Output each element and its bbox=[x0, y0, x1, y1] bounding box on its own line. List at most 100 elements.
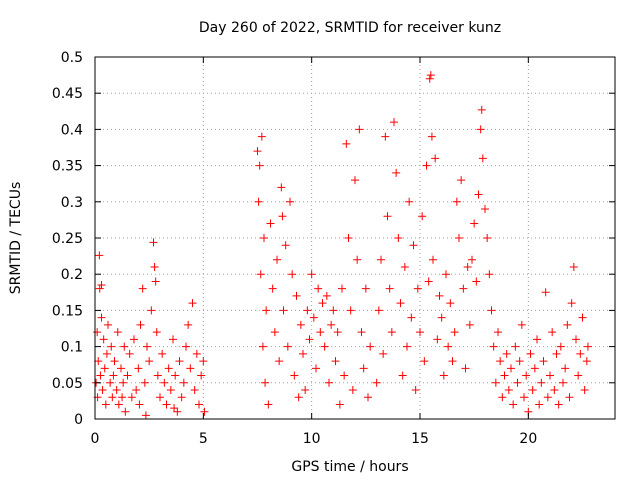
data-point bbox=[171, 371, 180, 380]
data-point bbox=[335, 400, 344, 409]
data-point bbox=[487, 306, 496, 315]
data-point bbox=[331, 357, 340, 366]
data-point bbox=[407, 313, 416, 322]
axis-ticks bbox=[94, 56, 615, 420]
data-point bbox=[95, 284, 104, 293]
data-point bbox=[463, 262, 472, 271]
data-point bbox=[108, 393, 117, 402]
data-point bbox=[253, 147, 262, 156]
data-point bbox=[556, 342, 565, 351]
data-point bbox=[281, 241, 290, 250]
data-point bbox=[539, 357, 548, 366]
data-point bbox=[548, 328, 557, 337]
data-point bbox=[424, 277, 433, 286]
y-tick-label: 0.2 bbox=[61, 267, 83, 283]
data-point bbox=[99, 335, 108, 344]
data-point bbox=[426, 71, 435, 80]
data-point bbox=[359, 364, 368, 373]
y-tick-label: 0.3 bbox=[61, 195, 83, 211]
data-point bbox=[270, 328, 279, 337]
data-point bbox=[107, 342, 116, 351]
x-tick-label: 15 bbox=[411, 431, 429, 447]
data-point bbox=[102, 349, 111, 358]
data-point bbox=[569, 262, 578, 271]
grid bbox=[95, 57, 615, 419]
data-point bbox=[496, 357, 505, 366]
data-point bbox=[361, 284, 370, 293]
data-point bbox=[329, 306, 338, 315]
data-point bbox=[156, 393, 164, 402]
data-point bbox=[110, 357, 119, 366]
y-tick-label: 0.4 bbox=[61, 122, 83, 138]
data-point bbox=[333, 328, 342, 337]
data-point bbox=[435, 291, 444, 300]
y-tick-label: 0.35 bbox=[52, 159, 83, 175]
data-point bbox=[151, 277, 160, 286]
data-point bbox=[109, 371, 118, 380]
data-point bbox=[494, 328, 502, 337]
data-point bbox=[580, 386, 589, 395]
data-point bbox=[546, 371, 554, 380]
data-point bbox=[177, 393, 186, 402]
data-point bbox=[552, 349, 561, 358]
data-point bbox=[266, 219, 275, 228]
data-point bbox=[147, 306, 156, 315]
data-point bbox=[509, 400, 518, 409]
data-point bbox=[175, 357, 184, 366]
data-point bbox=[381, 132, 390, 141]
data-point bbox=[152, 328, 161, 337]
data-point bbox=[578, 313, 587, 322]
data-point bbox=[301, 386, 310, 395]
data-point bbox=[583, 342, 592, 351]
data-point bbox=[184, 320, 193, 329]
y-tick-label: 0.25 bbox=[52, 231, 83, 247]
data-point bbox=[392, 168, 401, 177]
data-point bbox=[340, 371, 349, 380]
data-point bbox=[483, 234, 492, 242]
data-point bbox=[446, 299, 455, 308]
data-points bbox=[92, 71, 592, 420]
data-point bbox=[398, 371, 407, 380]
data-point bbox=[574, 371, 583, 380]
data-point bbox=[288, 270, 297, 279]
data-point bbox=[444, 342, 453, 351]
data-point bbox=[485, 270, 494, 279]
data-point bbox=[418, 212, 427, 221]
data-point bbox=[448, 357, 457, 366]
y-tick-label: 0.05 bbox=[52, 376, 83, 392]
data-point bbox=[582, 357, 591, 366]
data-point bbox=[145, 357, 154, 366]
data-point bbox=[459, 284, 468, 293]
data-point bbox=[153, 371, 162, 380]
data-point bbox=[427, 132, 436, 141]
data-point bbox=[554, 400, 563, 409]
data-point bbox=[160, 378, 169, 387]
data-point bbox=[405, 197, 414, 206]
data-point bbox=[541, 288, 550, 297]
data-point bbox=[478, 154, 487, 163]
data-point bbox=[396, 299, 405, 308]
data-point bbox=[528, 386, 537, 395]
data-point bbox=[278, 212, 287, 221]
data-point bbox=[316, 328, 325, 337]
data-point bbox=[279, 306, 288, 315]
data-point bbox=[357, 328, 366, 337]
data-point bbox=[489, 342, 498, 351]
x-tick-label: 0 bbox=[91, 431, 100, 447]
data-point bbox=[572, 335, 580, 344]
data-point bbox=[134, 364, 143, 373]
data-point bbox=[166, 386, 175, 395]
data-point bbox=[535, 400, 544, 409]
data-point bbox=[342, 139, 351, 148]
data-point bbox=[260, 234, 268, 242]
data-point bbox=[164, 364, 173, 373]
data-point bbox=[325, 378, 333, 387]
data-point bbox=[113, 328, 122, 337]
data-point bbox=[314, 284, 323, 293]
data-point bbox=[366, 342, 375, 351]
data-point bbox=[348, 386, 357, 395]
data-point bbox=[149, 238, 158, 247]
data-point bbox=[537, 378, 546, 387]
data-point bbox=[112, 386, 121, 395]
y-tick-label: 0 bbox=[74, 412, 83, 428]
